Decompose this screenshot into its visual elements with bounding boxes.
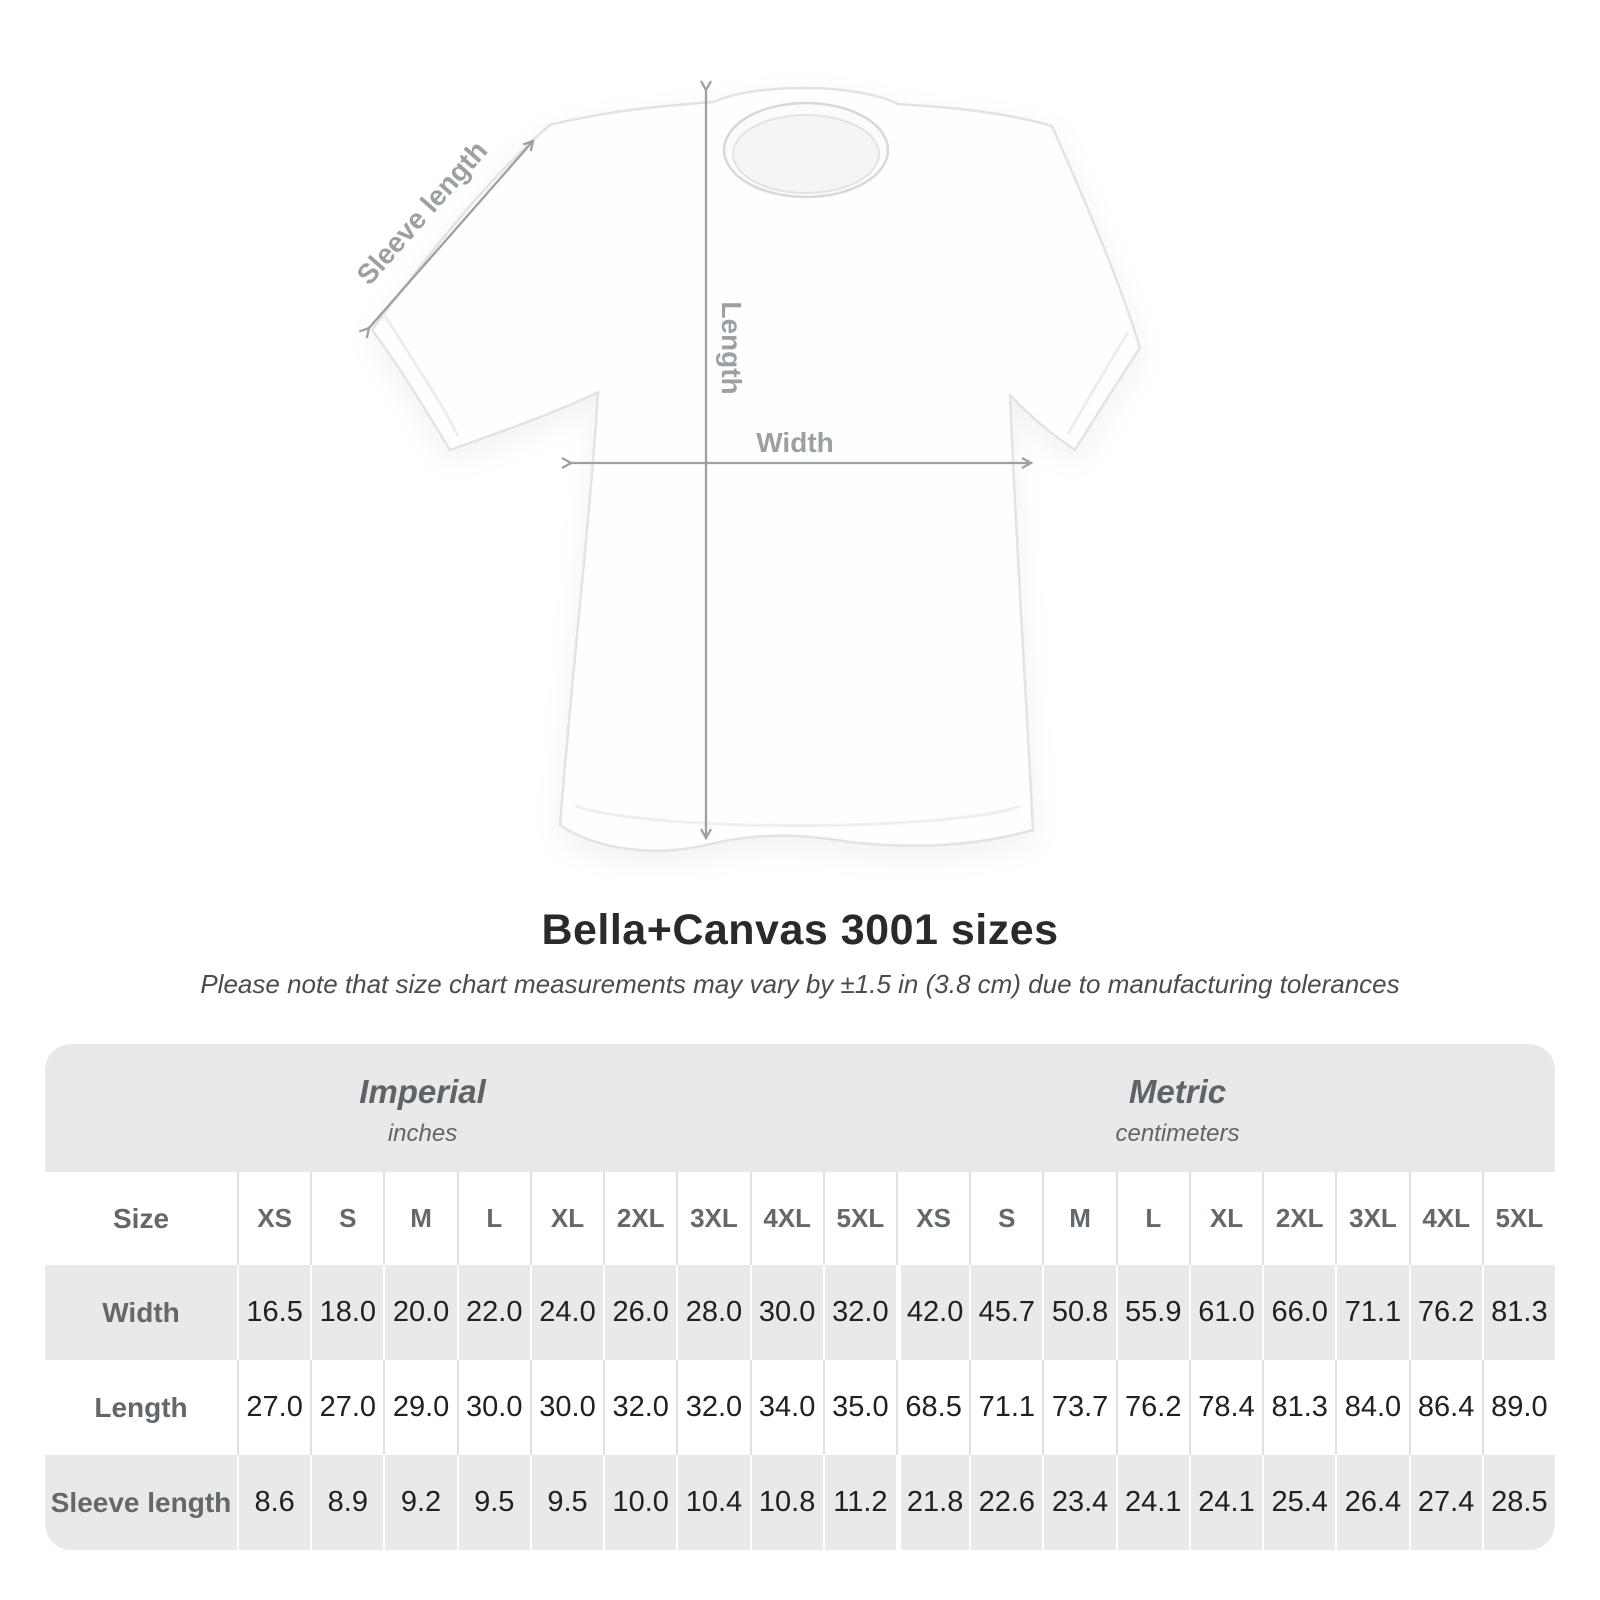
cell-value: 27.0 — [310, 1360, 384, 1455]
size-column-header: Size — [45, 1172, 237, 1265]
right-cuff-seam — [1066, 331, 1130, 435]
cell-value: 76.2 — [1115, 1360, 1189, 1455]
sleeve-length-arrow — [358, 139, 535, 339]
cell-value: 86.4 — [1408, 1360, 1482, 1455]
cell-value: 81.3 — [1481, 1265, 1555, 1360]
size-col-header-imperial-4xl: 4XL — [749, 1172, 823, 1265]
size-col-header-imperial-5xl: 5XL — [822, 1172, 896, 1265]
cell-value: 22.0 — [456, 1265, 530, 1360]
cell-value: 84.0 — [1335, 1360, 1409, 1455]
cell-value: 73.7 — [1042, 1360, 1116, 1455]
cell-value: 68.5 — [895, 1360, 970, 1455]
size-col-header-imperial-2xl: 2XL — [603, 1172, 677, 1265]
size-col-header-imperial-s: S — [310, 1172, 384, 1265]
cell-value: 35.0 — [822, 1360, 896, 1455]
cell-value: 66.0 — [1262, 1265, 1336, 1360]
cell-value: 16.5 — [237, 1265, 311, 1360]
metric-header: Metric centimeters — [800, 1044, 1555, 1172]
cell-value: 9.5 — [529, 1455, 604, 1550]
cell-value: 18.0 — [310, 1265, 384, 1360]
cell-value: 10.4 — [676, 1455, 750, 1550]
cell-value: 8.9 — [310, 1455, 384, 1550]
hem-seam — [574, 804, 1021, 827]
imperial-unit: inches — [387, 1119, 458, 1147]
page-subtitle: Please note that size chart measurements… — [200, 969, 1400, 999]
collar-rib — [732, 114, 880, 194]
measurement-arrows — [358, 80, 1034, 841]
size-col-header-imperial-m: M — [383, 1172, 457, 1265]
tshirt-measurement-diagram: Sleeve length Length Width — [350, 80, 1142, 852]
cell-value: 50.8 — [1042, 1265, 1116, 1360]
cell-value: 27.0 — [237, 1360, 311, 1455]
imperial-header: Imperial inches — [45, 1044, 800, 1172]
size-col-header-metric-s: S — [969, 1172, 1043, 1265]
cell-value: 20.0 — [383, 1265, 457, 1360]
cell-value: 10.0 — [603, 1455, 677, 1550]
cell-value: 9.5 — [456, 1455, 530, 1550]
cell-value: 8.6 — [237, 1455, 311, 1550]
unit-band: Imperial inches Metric centimeters — [45, 1044, 1555, 1172]
cell-value: 32.0 — [676, 1360, 750, 1455]
cell-value: 55.9 — [1115, 1265, 1189, 1360]
size-col-header-metric-xl: XL — [1188, 1172, 1263, 1265]
cell-value: 30.0 — [529, 1360, 604, 1455]
row-label: Sleeve length — [45, 1455, 237, 1550]
cell-value: 78.4 — [1188, 1360, 1263, 1455]
cell-value: 24.0 — [529, 1265, 604, 1360]
cell-value: 61.0 — [1188, 1265, 1263, 1360]
width-label: Width — [756, 427, 834, 458]
cell-value: 30.0 — [456, 1360, 530, 1455]
size-col-header-metric-m: M — [1042, 1172, 1116, 1265]
cell-value: 26.4 — [1335, 1455, 1409, 1550]
metric-unit: centimeters — [1115, 1119, 1240, 1147]
cell-value: 32.0 — [603, 1360, 677, 1455]
cell-value: 76.2 — [1408, 1265, 1482, 1360]
cell-value: 11.2 — [822, 1455, 896, 1550]
cell-value: 24.1 — [1115, 1455, 1189, 1550]
row-label: Length — [45, 1360, 237, 1455]
size-col-header-imperial-xs: XS — [237, 1172, 311, 1265]
cell-value: 32.0 — [822, 1265, 896, 1360]
size-col-header-metric-4xl: 4XL — [1408, 1172, 1482, 1265]
cell-value: 22.6 — [969, 1455, 1043, 1550]
size-col-header-imperial-3xl: 3XL — [676, 1172, 750, 1265]
cell-value: 42.0 — [895, 1265, 970, 1360]
cell-value: 9.2 — [383, 1455, 457, 1550]
imperial-title: Imperial — [359, 1072, 486, 1110]
cell-value: 45.7 — [969, 1265, 1043, 1360]
cell-value: 25.4 — [1262, 1455, 1336, 1550]
title-block: Bella+Canvas 3001 sizes Please note that… — [0, 906, 1600, 1000]
length-label: Length — [716, 301, 747, 394]
cell-value: 10.8 — [749, 1455, 823, 1550]
metric-title: Metric — [1128, 1072, 1227, 1110]
size-chart-table: Imperial inches Metric centimeters Size X… — [45, 1044, 1555, 1550]
row-label: Width — [45, 1265, 237, 1360]
tshirt-illustration: Sleeve length Length Width — [350, 80, 1142, 852]
cell-value: 89.0 — [1481, 1360, 1555, 1455]
cell-value: 23.4 — [1042, 1455, 1116, 1550]
cell-value: 29.0 — [383, 1360, 457, 1455]
cell-value: 24.1 — [1188, 1455, 1263, 1550]
size-col-header-metric-2xl: 2XL — [1262, 1172, 1336, 1265]
size-col-header-imperial-xl: XL — [529, 1172, 604, 1265]
size-col-header-imperial-l: L — [456, 1172, 530, 1265]
cell-value: 21.8 — [895, 1455, 970, 1550]
size-col-header-metric-xs: XS — [895, 1172, 970, 1265]
cell-value: 30.0 — [749, 1265, 823, 1360]
size-col-header-metric-3xl: 3XL — [1335, 1172, 1409, 1265]
cell-value: 26.0 — [603, 1265, 677, 1360]
cell-value: 34.0 — [749, 1360, 823, 1455]
cell-value: 81.3 — [1262, 1360, 1336, 1455]
size-table-grid: Size XS S M L XL 2XL 3XL 4XL 5XL XS S M L XL 2XL 3XL 4XL 5… — [45, 1172, 1555, 1550]
page-title: Bella+Canvas 3001 sizes — [541, 906, 1059, 954]
cell-value: 28.5 — [1481, 1455, 1555, 1550]
cell-value: 28.0 — [676, 1265, 750, 1360]
cell-value: 71.1 — [969, 1360, 1043, 1455]
size-col-header-metric-l: L — [1115, 1172, 1189, 1265]
cell-value: 71.1 — [1335, 1265, 1409, 1360]
size-col-header-metric-5xl: 5XL — [1481, 1172, 1555, 1265]
tshirt-shape — [370, 86, 1142, 852]
cell-value: 27.4 — [1408, 1455, 1482, 1550]
